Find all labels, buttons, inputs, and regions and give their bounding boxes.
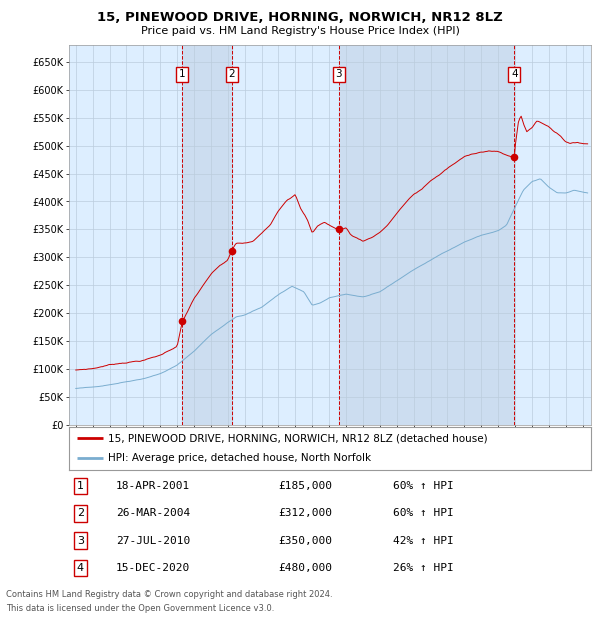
Text: 1: 1 (77, 481, 84, 491)
Text: 26-MAR-2004: 26-MAR-2004 (116, 508, 190, 518)
Text: 60% ↑ HPI: 60% ↑ HPI (392, 508, 454, 518)
Text: 2: 2 (77, 508, 84, 518)
Text: 26% ↑ HPI: 26% ↑ HPI (392, 563, 454, 573)
Text: 18-APR-2001: 18-APR-2001 (116, 481, 190, 491)
Bar (339, 45, 514, 425)
Text: 3: 3 (335, 69, 342, 79)
Text: £350,000: £350,000 (278, 536, 332, 546)
Text: 2: 2 (229, 69, 235, 79)
Text: 4: 4 (511, 69, 518, 79)
Text: 60% ↑ HPI: 60% ↑ HPI (392, 481, 454, 491)
Bar (182, 45, 232, 425)
Text: £312,000: £312,000 (278, 508, 332, 518)
Text: Contains HM Land Registry data © Crown copyright and database right 2024.: Contains HM Land Registry data © Crown c… (6, 590, 332, 600)
Text: £480,000: £480,000 (278, 563, 332, 573)
Text: 42% ↑ HPI: 42% ↑ HPI (392, 536, 454, 546)
Text: 27-JUL-2010: 27-JUL-2010 (116, 536, 190, 546)
Text: £185,000: £185,000 (278, 481, 332, 491)
Text: 3: 3 (77, 536, 84, 546)
Text: 1: 1 (179, 69, 185, 79)
Text: This data is licensed under the Open Government Licence v3.0.: This data is licensed under the Open Gov… (6, 604, 274, 613)
Text: 15-DEC-2020: 15-DEC-2020 (116, 563, 190, 573)
Text: 15, PINEWOOD DRIVE, HORNING, NORWICH, NR12 8LZ (detached house): 15, PINEWOOD DRIVE, HORNING, NORWICH, NR… (108, 433, 488, 443)
Text: HPI: Average price, detached house, North Norfolk: HPI: Average price, detached house, Nort… (108, 453, 371, 463)
Text: Price paid vs. HM Land Registry's House Price Index (HPI): Price paid vs. HM Land Registry's House … (140, 26, 460, 36)
Text: 15, PINEWOOD DRIVE, HORNING, NORWICH, NR12 8LZ: 15, PINEWOOD DRIVE, HORNING, NORWICH, NR… (97, 11, 503, 24)
Text: 4: 4 (77, 563, 84, 573)
